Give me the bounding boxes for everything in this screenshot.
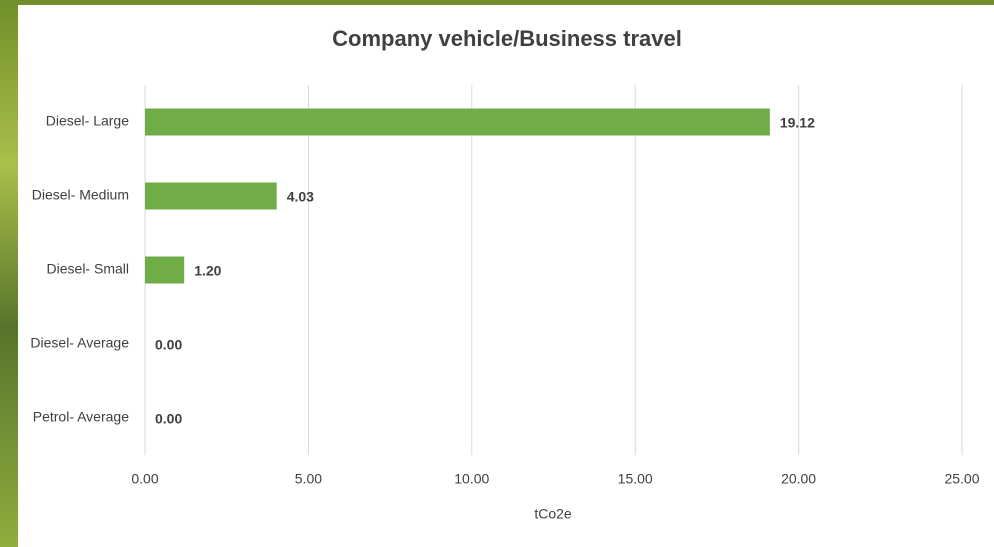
data-label: 1.20 xyxy=(194,263,221,279)
data-label: 0.00 xyxy=(155,337,182,353)
x-tick-label: 25.00 xyxy=(944,471,979,487)
data-label: 4.03 xyxy=(287,189,314,205)
x-tick-label: 20.00 xyxy=(781,471,816,487)
x-tick-label: 5.00 xyxy=(295,471,322,487)
bar xyxy=(145,256,185,284)
x-tick-label: 15.00 xyxy=(618,471,653,487)
y-tick-label: Diesel- Large xyxy=(46,113,129,129)
y-tick-label: Diesel- Small xyxy=(47,261,129,277)
y-tick-label: Diesel- Medium xyxy=(32,187,129,203)
bar xyxy=(145,108,770,136)
data-label: 19.12 xyxy=(780,115,815,131)
x-tick-label: 0.00 xyxy=(131,471,158,487)
y-tick-label: Petrol- Average xyxy=(33,409,129,425)
x-tick-label: 10.00 xyxy=(454,471,489,487)
y-tick-label: Diesel- Average xyxy=(30,335,129,351)
x-axis-title: tCo2e xyxy=(534,506,572,522)
data-label: 0.00 xyxy=(155,411,182,427)
chart-title: Company vehicle/Business travel xyxy=(332,26,682,51)
bar xyxy=(145,182,277,210)
